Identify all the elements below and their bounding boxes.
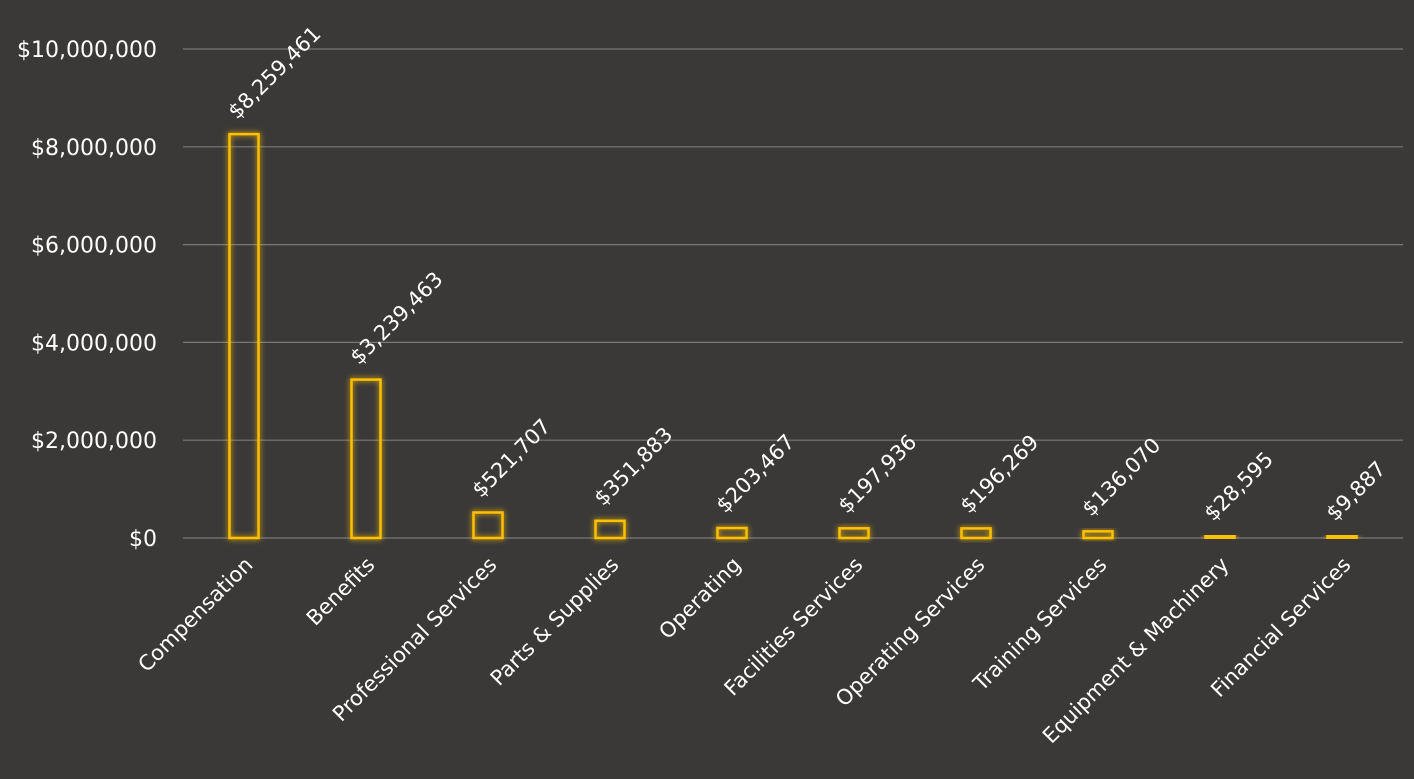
data-label: $197,936 — [834, 430, 922, 518]
bar — [350, 378, 382, 540]
x-category-label: Facilities Services — [720, 553, 868, 701]
bar — [1326, 534, 1358, 540]
y-tick-label: $6,000,000 — [31, 234, 157, 259]
y-axis-tick-labels: $0 $2,000,000 $4,000,000 $6,000,000 $8,000,0… — [17, 38, 157, 552]
y-tick-label: $2,000,000 — [31, 429, 157, 454]
bar — [472, 511, 504, 540]
y-tick-label: $0 — [129, 527, 157, 552]
data-label: $136,070 — [1078, 433, 1166, 521]
data-label: $196,269 — [956, 430, 1044, 518]
y-tick-label: $4,000,000 — [31, 331, 157, 356]
data-label: $3,239,463 — [346, 267, 448, 369]
data-label: $8,259,461 — [224, 22, 326, 124]
x-category-label: Benefits — [302, 553, 380, 631]
bar — [716, 526, 748, 540]
x-category-label: Parts & Supplies — [486, 553, 624, 691]
data-labels: $8,259,461 $3,239,463$521,707 $351,883 $203… — [224, 22, 1391, 526]
data-label: $9,887 — [1322, 457, 1391, 526]
data-label: $521,707 — [468, 414, 556, 502]
x-category-label: Operating — [654, 553, 745, 644]
data-label: $28,595 — [1200, 447, 1278, 525]
y-tick-label: $10,000,000 — [17, 38, 157, 63]
x-category-label: Compensation — [133, 553, 257, 677]
bar — [594, 519, 626, 540]
gridlines — [183, 48, 1403, 539]
bar — [960, 527, 992, 540]
bar — [838, 527, 870, 540]
x-category-label: Financial Services — [1206, 553, 1355, 702]
bars — [228, 132, 1358, 540]
data-label: $351,883 — [590, 423, 678, 511]
bar — [1082, 530, 1114, 540]
y-tick-label: $8,000,000 — [31, 136, 157, 161]
data-label: $203,467 — [712, 430, 800, 518]
bar — [228, 132, 260, 540]
bar — [1204, 534, 1236, 540]
x-category-label: Training Services — [968, 553, 1112, 697]
